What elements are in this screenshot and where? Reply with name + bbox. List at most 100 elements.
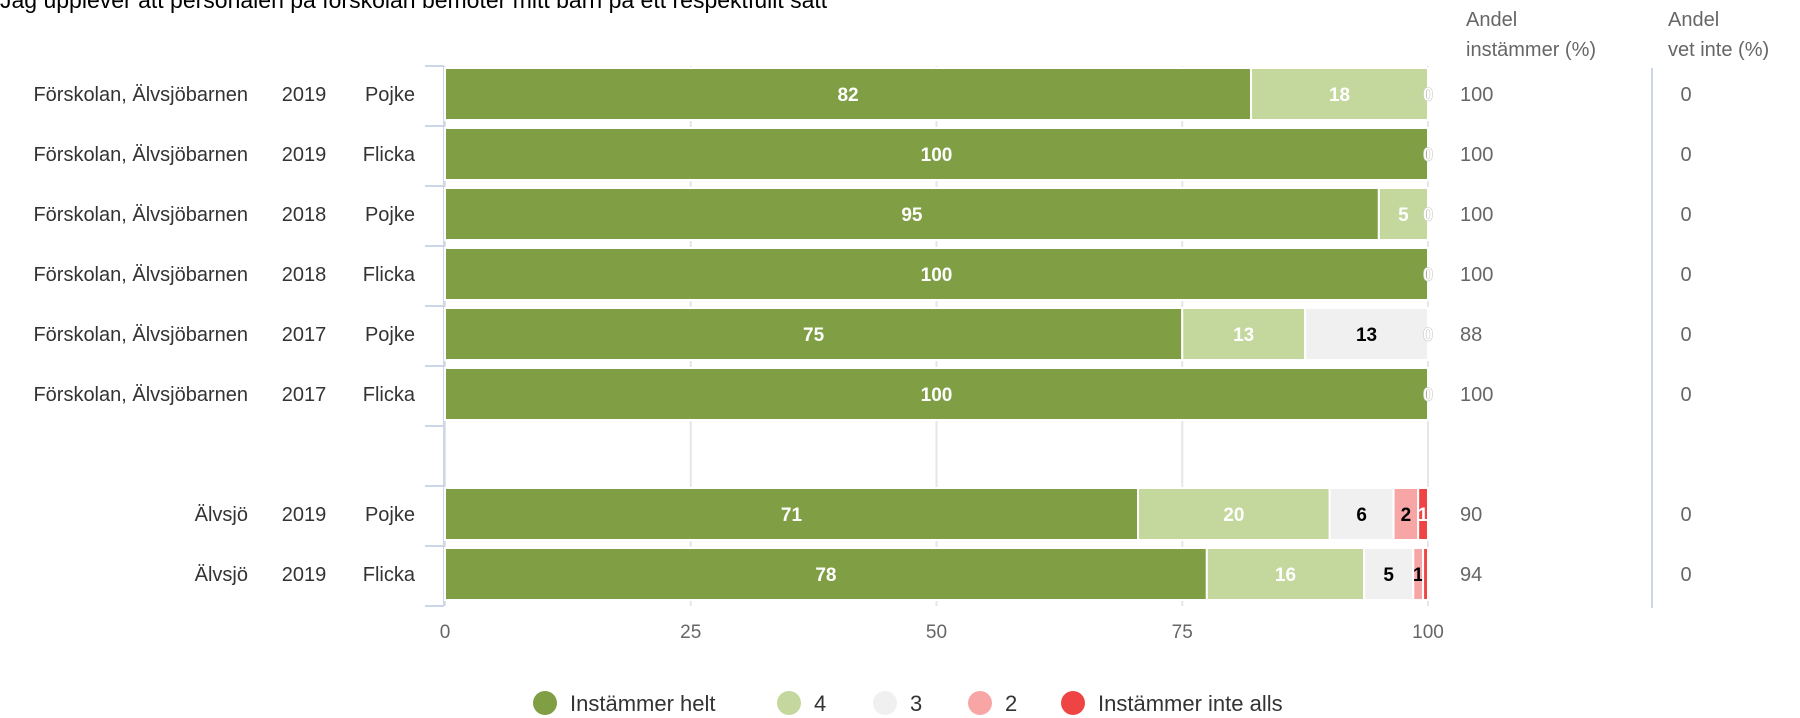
row-label-unit: Förskolan, Älvsjöbarnen [33,144,248,166]
andel-instammer-value: 100 [1460,144,1493,166]
legend-label[interactable]: 2 [1005,691,1017,716]
andel-instammer-value: 100 [1460,384,1493,406]
data-label: 1 [1413,565,1424,586]
x-tick-label: 100 [1412,622,1444,643]
andel-vet-inte-value: 0 [1680,384,1691,406]
data-label: 18 [1329,85,1350,106]
bar-segment [1377,187,1429,241]
bar-segment [444,127,1429,181]
row-label-year: 2019 [282,564,327,586]
bar-segment [1417,487,1430,541]
row-label-gender: Pojke [365,324,415,346]
data-label: 95 [901,205,923,226]
row-label-gender: Flicka [363,144,416,166]
legend-marker [968,691,992,715]
andel-vet-inte-value: 0 [1680,564,1691,586]
legend-label[interactable]: Instämmer inte alls [1098,691,1283,716]
data-label: 100 [921,145,953,166]
row-label-unit: Förskolan, Älvsjöbarnen [33,324,248,346]
data-label: 100 [921,385,953,406]
row-label-unit: Förskolan, Älvsjöbarnen [33,204,248,226]
row-label-year: 2019 [282,84,327,106]
bar-segment [1304,307,1429,361]
data-label: 75 [803,325,825,346]
data-label: 20 [1223,505,1244,526]
row-label-year: 2017 [282,324,327,346]
andel-vet-inte-value: 0 [1680,84,1691,106]
bar-segment [444,67,1253,121]
data-label: 0 [1423,145,1434,166]
x-tick-label: 0 [440,622,451,643]
andel-instammer-value: 100 [1460,264,1493,286]
legend-marker [777,691,801,715]
legend-label[interactable]: 4 [814,691,826,716]
row-label-unit: Förskolan, Älvsjöbarnen [33,84,248,106]
data-label: 0 [1423,385,1434,406]
andel-instammer-value: 90 [1460,504,1482,526]
legend-marker [873,691,897,715]
row-label-year: 2018 [282,204,327,226]
row-label-year: 2018 [282,264,327,286]
data-label: 82 [837,85,858,106]
andel-instammer-value: 100 [1460,84,1493,106]
bar-segment [1181,307,1307,361]
data-label: 0 [1423,265,1434,286]
header-andel-instammer-line1: Andel [1466,9,1517,31]
row-label-year: 2019 [282,144,327,166]
chart-title: Jag upplever att personalen på förskolan… [0,0,828,13]
row-label-unit: Förskolan, Älvsjöbarnen [33,264,248,286]
bar-segment [444,247,1429,301]
data-label: 13 [1356,325,1377,346]
bar-segment [1363,547,1415,601]
data-label: 78 [815,565,836,586]
andel-vet-inte-value: 0 [1680,204,1691,226]
row-label-gender: Flicka [363,384,416,406]
andel-vet-inte-value: 0 [1680,324,1691,346]
bar-segment [1250,67,1430,121]
data-label: 2 [1401,505,1412,526]
row-label-gender: Pojke [365,504,415,526]
bar-segment [444,547,1208,601]
header-andel-vet-inte-line2: vet inte (%) [1668,39,1769,61]
row-label-unit: Förskolan, Älvsjöbarnen [33,384,248,406]
andel-instammer-value: 94 [1460,564,1482,586]
andel-instammer-value: 100 [1460,204,1493,226]
header-andel-vet-inte-line1: Andel [1668,9,1719,31]
legend-marker [1061,691,1085,715]
row-label-unit: Älvsjö [195,564,248,586]
data-label: 0 [1423,85,1434,106]
andel-vet-inte-value: 0 [1680,504,1691,526]
row-label-unit: Älvsjö [195,504,248,526]
x-tick-label: 50 [926,622,947,643]
data-label: 5 [1383,565,1394,586]
row-label-gender: Pojke [365,204,415,226]
row-label-gender: Flicka [363,264,416,286]
x-tick-label: 75 [1172,622,1193,643]
data-label: 0 [1423,325,1434,346]
header-andel-instammer-line2: instämmer (%) [1466,39,1596,61]
bar-segment [444,307,1184,361]
row-label-year: 2017 [282,384,327,406]
row-label-year: 2019 [282,504,327,526]
andel-vet-inte-value: 0 [1680,264,1691,286]
data-label: 0 [1423,205,1434,226]
data-label: 71 [781,505,803,526]
andel-vet-inte-value: 0 [1680,144,1691,166]
row-label-gender: Pojke [365,84,415,106]
data-label: 5 [1398,205,1409,226]
data-label: 13 [1233,325,1254,346]
x-tick-label: 25 [680,622,701,643]
bar-segment [1422,547,1429,601]
legend-label[interactable]: Instämmer helt [570,691,716,716]
data-label: 16 [1275,565,1296,586]
data-label: 1 [1418,505,1429,526]
bar-segment [1205,547,1366,601]
data-label: 6 [1356,505,1367,526]
bar-segment [444,487,1140,541]
andel-instammer-value: 88 [1460,324,1482,346]
bar-segment [444,367,1429,421]
legend-label[interactable]: 3 [910,691,922,716]
legend-marker [533,691,557,715]
row-label-gender: Flicka [363,564,416,586]
